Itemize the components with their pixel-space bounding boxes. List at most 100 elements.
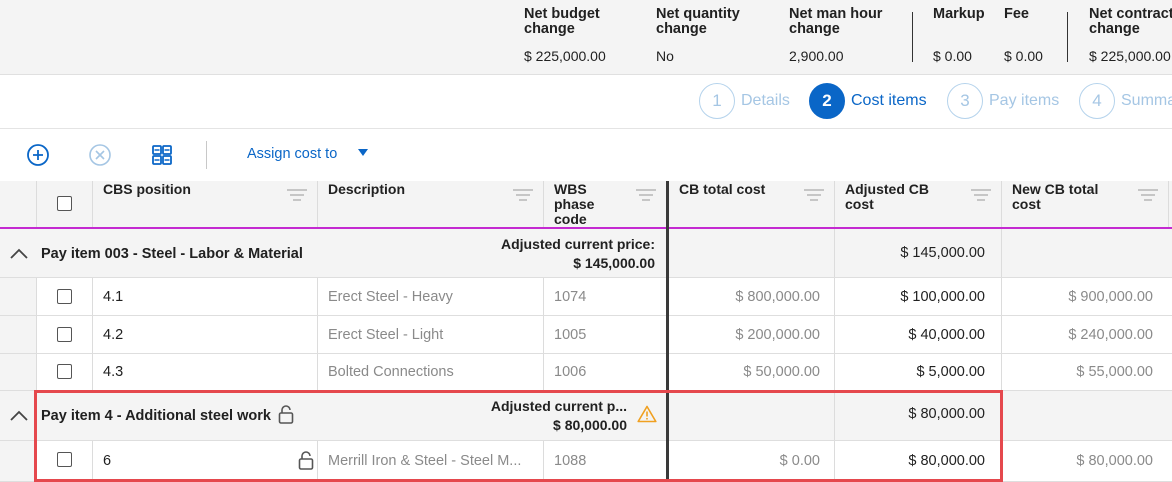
group-adjusted-value: $ 145,000.00	[900, 245, 985, 261]
cbs-cell: 4.1	[93, 278, 318, 315]
step-label: Summary	[1121, 92, 1172, 109]
filter-icon[interactable]	[804, 189, 824, 203]
row-checkbox[interactable]	[57, 327, 72, 342]
cb-total-cost: $ 800,000.00	[735, 289, 820, 305]
net-quantity-change-value: No	[656, 48, 674, 64]
adjusted-cell[interactable]: $ 5,000.00	[835, 354, 1002, 390]
description: Bolted Connections	[328, 364, 454, 380]
cb-total-cell: $ 200,000.00	[669, 316, 835, 353]
row-gutter	[0, 316, 37, 353]
column-header-wbs-phase-code[interactable]: WBS phase code	[544, 181, 667, 227]
adjusted-price-label: Adjusted current price:	[500, 236, 655, 252]
net-contract-change-value: $ 225,000.00	[1089, 48, 1171, 64]
adjusted-cell[interactable]: $ 80,000.00	[835, 441, 1002, 481]
header-expand-col	[0, 181, 37, 227]
filter-icon[interactable]	[513, 189, 533, 203]
row-checkbox[interactable]	[57, 452, 72, 467]
step-summary[interactable]: 4 Summary	[1079, 83, 1172, 119]
filter-icon[interactable]	[287, 189, 307, 203]
cost-item-row[interactable]: 6 Merrill Iron & Steel - Steel M... 1088…	[0, 441, 1172, 482]
group-cb-total-cell	[669, 229, 835, 277]
step-cost-items[interactable]: 2 Cost items	[809, 83, 927, 119]
cost-item-row[interactable]: 4.3 Bolted Connections 1006 $ 50,000.00 …	[0, 354, 1172, 391]
warning-icon[interactable]	[637, 405, 657, 423]
column-header-label: WBS phase code	[554, 181, 595, 227]
cb-total-cost: $ 50,000.00	[743, 364, 820, 380]
unlock-icon[interactable]	[278, 404, 294, 424]
adjusted-price-label: Adjusted current p...	[490, 398, 627, 414]
summary-divider	[1067, 12, 1068, 62]
adjusted-cb-cost: $ 40,000.00	[908, 327, 985, 343]
filter-icon[interactable]	[971, 189, 991, 203]
cbs-position: 4.2	[103, 327, 124, 343]
net-quantity-change-label: Net quantity change	[656, 6, 740, 37]
change-summary-bar: Net budget change $ 225,000.00 Net quant…	[0, 0, 1172, 75]
new-cb-total-cost: $ 55,000.00	[1076, 364, 1153, 380]
assign-cost-to-button[interactable]: Assign cost to	[247, 146, 338, 162]
pay-item-title: Pay item 003 - Steel - Labor & Material	[41, 246, 303, 262]
step-label: Cost items	[851, 92, 927, 109]
new-cb-total-cost: $ 80,000.00	[1076, 453, 1153, 469]
description: Erect Steel - Light	[328, 327, 444, 343]
fee: Fee $ 0.00	[1004, 6, 1059, 65]
adjusted-price-value: $ 145,000.00	[573, 255, 655, 271]
net-contract-change-label: Net contract change	[1089, 6, 1172, 37]
row-checkbox[interactable]	[57, 364, 72, 379]
description: Erect Steel - Heavy	[328, 289, 453, 305]
cbs-cell: 4.2	[93, 316, 318, 353]
unlock-icon[interactable]	[298, 450, 314, 470]
collapse-toggle[interactable]	[0, 391, 37, 440]
adjusted-cell[interactable]: $ 40,000.00	[835, 316, 1002, 353]
step-number: 1	[699, 83, 735, 119]
plus-circle-icon[interactable]	[26, 143, 50, 167]
cb-total-cell: $ 800,000.00	[669, 278, 835, 315]
cost-item-row[interactable]: 4.2 Erect Steel - Light 1005 $ 200,000.0…	[0, 316, 1172, 354]
step-pay-items[interactable]: 3 Pay items	[947, 83, 1059, 119]
column-header-label: Description	[328, 181, 406, 197]
caret-down-icon[interactable]	[358, 149, 368, 156]
adjusted-cb-cost: $ 100,000.00	[900, 289, 985, 305]
group-title-cell: Pay item 4 - Additional steel work Adjus…	[37, 391, 667, 440]
grid-toolbar: Assign cost to	[0, 129, 1172, 181]
grid-select-icon[interactable]	[150, 143, 174, 167]
select-all-checkbox[interactable]	[57, 196, 72, 211]
cb-total-cost: $ 200,000.00	[735, 327, 820, 343]
column-header-new-cb-total-cost[interactable]: New CB total cost	[1002, 181, 1169, 227]
cost-item-row[interactable]: 4.1 Erect Steel - Heavy 1074 $ 800,000.0…	[0, 278, 1172, 316]
cbs-position: 4.3	[103, 364, 124, 380]
row-select-cell	[37, 316, 93, 353]
column-header-adjusted-cb-cost[interactable]: Adjusted CB cost	[835, 181, 1002, 227]
header-select-col	[37, 181, 93, 227]
column-header-cbs-position[interactable]: CBS position	[93, 181, 318, 227]
pay-item-group-row: Pay item 4 - Additional steel work Adjus…	[0, 391, 1172, 441]
collapse-toggle[interactable]	[0, 229, 37, 277]
wizard-stepper: 1 Details 2 Cost items 3 Pay items 4 Sum…	[0, 75, 1172, 129]
row-checkbox[interactable]	[57, 289, 72, 304]
column-header-description[interactable]: Description	[318, 181, 544, 227]
chevron-up-icon[interactable]	[10, 410, 28, 421]
wbs-cell: 1006	[544, 354, 667, 390]
adjusted-cb-cost: $ 5,000.00	[916, 364, 985, 380]
description-cell: Erect Steel - Heavy	[318, 278, 544, 315]
wbs-cell: 1074	[544, 278, 667, 315]
column-header-label: CB total cost	[679, 181, 766, 197]
column-header-cb-total-cost[interactable]: CB total cost	[669, 181, 835, 227]
group-title-cell: Pay item 003 - Steel - Labor & Material …	[37, 229, 667, 277]
adjusted-cell[interactable]: $ 100,000.00	[835, 278, 1002, 315]
markup-label: Markup	[933, 6, 985, 22]
markup: Markup $ 0.00	[933, 6, 998, 65]
new-total-cell: $ 900,000.00	[1002, 278, 1172, 315]
cost-items-grid: CBS position Description WBS phase code …	[0, 181, 1172, 482]
filter-icon[interactable]	[1138, 189, 1158, 203]
markup-value: $ 0.00	[933, 48, 972, 64]
x-circle-icon[interactable]	[88, 143, 112, 167]
cb-total-cell: $ 50,000.00	[669, 354, 835, 390]
pay-item-title: Pay item 4 - Additional steel work	[41, 408, 271, 424]
fee-label: Fee	[1004, 6, 1029, 22]
pay-item-group-row: Pay item 003 - Steel - Labor & Material …	[0, 229, 1172, 278]
step-label: Pay items	[989, 92, 1060, 109]
step-details[interactable]: 1 Details	[699, 83, 790, 119]
chevron-up-icon[interactable]	[10, 248, 28, 259]
filter-icon[interactable]	[636, 189, 656, 203]
net-man-hour-change-value: 2,900.00	[789, 48, 844, 64]
